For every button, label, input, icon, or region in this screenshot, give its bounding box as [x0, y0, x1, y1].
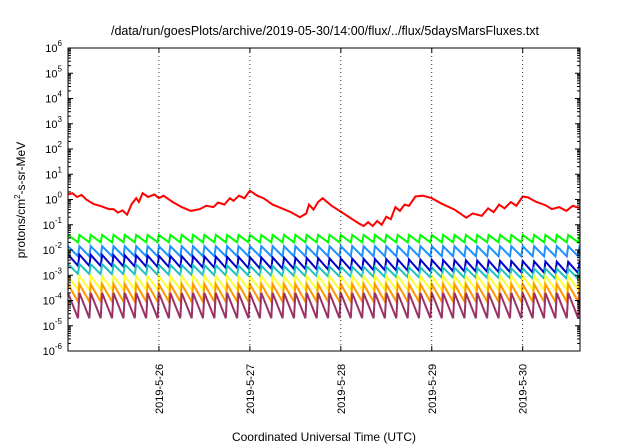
x-axis: 2019-5-26 2019-5-27 2019-5-28 2019-5-29 2019… [154, 48, 530, 414]
y-axis-label: protons/cm2-s-sr-MeV [13, 142, 28, 258]
series-line-4 [67, 261, 581, 282]
y-tick-label: 104 [45, 90, 62, 106]
x-tick-label: 2019-5-28 [336, 364, 348, 414]
y-tick-label: 10-5 [43, 317, 63, 333]
series-line-2 [67, 244, 581, 259]
chart-title: /data/run/goesPlots/archive/2019-05-30/1… [111, 24, 540, 38]
x-tick-label: 2019-5-29 [427, 364, 439, 414]
series-layer [67, 189, 581, 319]
y-tick-label: 103 [45, 115, 62, 131]
series-line-7 [67, 291, 581, 319]
y-tick-label: 100 [45, 191, 62, 207]
x-tick-label: 2019-5-26 [154, 364, 166, 414]
y-tick-label: 10-4 [43, 292, 63, 308]
y-tick-label: 106 [45, 39, 62, 55]
y-tick-label: 105 [45, 64, 62, 80]
series-line-3 [67, 252, 581, 276]
y-axis: 10-6 10-5 10-4 10-3 10-2 10-1 100 101 102 103 104 1… [43, 39, 580, 358]
series-line-5 [67, 273, 581, 293]
x-tick-label: 2019-5-30 [518, 364, 530, 414]
y-axis-label-suffix: -s-sr-MeV [14, 142, 28, 195]
series-line-1 [67, 233, 581, 245]
y-tick-label: 102 [45, 140, 62, 156]
y-axis-label-sup: 2 [13, 194, 22, 199]
y-tick-label: 101 [45, 165, 62, 181]
y-tick-label: 10-1 [43, 216, 63, 232]
y-tick-label: 10-3 [43, 266, 63, 282]
y-axis-label-prefix: protons/cm [14, 199, 28, 258]
grid-layer [158, 48, 524, 351]
y-tick-label: 10-2 [43, 241, 63, 257]
x-axis-label: Coordinated Universal Time (UTC) [232, 430, 416, 444]
series-line-0 [67, 189, 581, 228]
y-tick-label: 10-6 [43, 342, 63, 358]
x-tick-label: 2019-5-27 [245, 364, 257, 414]
